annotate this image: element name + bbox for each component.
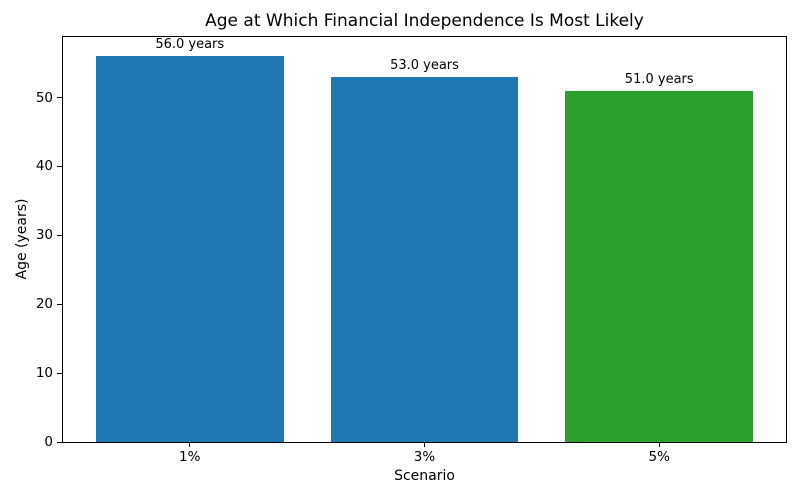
y-tick-mark bbox=[57, 97, 62, 99]
y-tick-mark bbox=[57, 303, 62, 305]
x-tick-label: 5% bbox=[648, 449, 670, 465]
y-tick-label: 30 bbox=[35, 227, 53, 244]
x-tick-mark bbox=[424, 442, 425, 447]
x-tick-label: 1% bbox=[179, 449, 201, 465]
bar-3% bbox=[330, 76, 519, 442]
y-tick-mark bbox=[57, 441, 62, 443]
x-tick-mark bbox=[189, 442, 191, 447]
y-tick-label: 40 bbox=[35, 158, 53, 175]
y-tick-label: 10 bbox=[35, 365, 53, 382]
bar-value-label: 51.0 years bbox=[624, 71, 694, 87]
plot-area: 56.0 years 1% 53.0 years 3% 51.0 years 5% 0 10 2… bbox=[36, 36, 787, 465]
y-tick-mark bbox=[57, 165, 62, 167]
x-tick-mark bbox=[658, 442, 660, 447]
y-tick-label: 50 bbox=[35, 89, 53, 106]
chart-title: Age at Which Financial Independence Is M… bbox=[205, 11, 644, 31]
x-axis-label: Scenario bbox=[394, 468, 455, 484]
y-tick-mark bbox=[57, 372, 62, 374]
x-tick-label: 3% bbox=[413, 449, 436, 465]
bar-value-label: 56.0 years bbox=[155, 37, 225, 53]
y-tick-label: 20 bbox=[35, 296, 53, 313]
bar-1% bbox=[95, 56, 284, 442]
bar-5% bbox=[565, 90, 754, 442]
y-axis-label: Age (years) bbox=[14, 198, 30, 280]
y-tick-label: 0 bbox=[44, 434, 53, 450]
bar-value-label: 53.0 years bbox=[390, 57, 459, 73]
y-tick-mark bbox=[57, 234, 62, 236]
